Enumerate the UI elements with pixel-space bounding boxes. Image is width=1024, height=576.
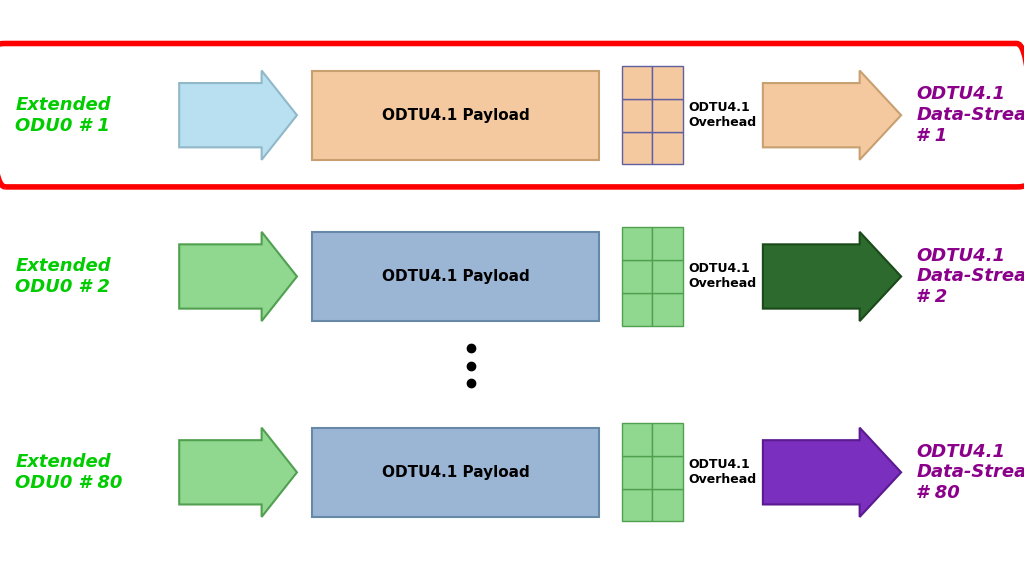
Bar: [622, 131, 652, 164]
Bar: [622, 423, 652, 456]
Polygon shape: [179, 70, 297, 160]
Polygon shape: [763, 427, 901, 517]
Text: Extended
ODU0 # 2: Extended ODU0 # 2: [15, 257, 111, 296]
Text: ODTU4.1
Data-Stream
# 80: ODTU4.1 Data-Stream # 80: [916, 442, 1024, 502]
Bar: [622, 228, 652, 260]
Bar: [312, 427, 599, 517]
Polygon shape: [179, 427, 297, 517]
Bar: [652, 293, 683, 325]
Bar: [652, 456, 683, 488]
Text: Extended
ODU0 # 80: Extended ODU0 # 80: [15, 453, 123, 492]
Bar: [652, 131, 683, 164]
Polygon shape: [763, 232, 901, 321]
Bar: [652, 66, 683, 99]
Text: ODTU4.1
Data-Stream
# 1: ODTU4.1 Data-Stream # 1: [916, 85, 1024, 145]
Text: Extended
ODU0 # 1: Extended ODU0 # 1: [15, 96, 111, 135]
Bar: [652, 260, 683, 293]
Bar: [652, 423, 683, 456]
Bar: [652, 99, 683, 131]
Bar: [622, 99, 652, 131]
Bar: [622, 293, 652, 325]
Bar: [652, 488, 683, 521]
Bar: [622, 66, 652, 99]
Text: ODTU4.1 Payload: ODTU4.1 Payload: [382, 269, 529, 284]
Bar: [622, 260, 652, 293]
Text: ODTU4.1 Payload: ODTU4.1 Payload: [382, 108, 529, 123]
Bar: [312, 70, 599, 160]
Text: ODTU4.1
Overhead: ODTU4.1 Overhead: [688, 458, 757, 486]
Bar: [622, 488, 652, 521]
Polygon shape: [179, 232, 297, 321]
Bar: [622, 456, 652, 488]
Text: ODTU4.1 Payload: ODTU4.1 Payload: [382, 465, 529, 480]
Polygon shape: [763, 70, 901, 160]
Text: ODTU4.1
Overhead: ODTU4.1 Overhead: [688, 101, 757, 129]
Text: ODTU4.1
Overhead: ODTU4.1 Overhead: [688, 263, 757, 290]
Bar: [312, 232, 599, 321]
Bar: [652, 228, 683, 260]
Text: ODTU4.1
Data-Stream
# 2: ODTU4.1 Data-Stream # 2: [916, 247, 1024, 306]
